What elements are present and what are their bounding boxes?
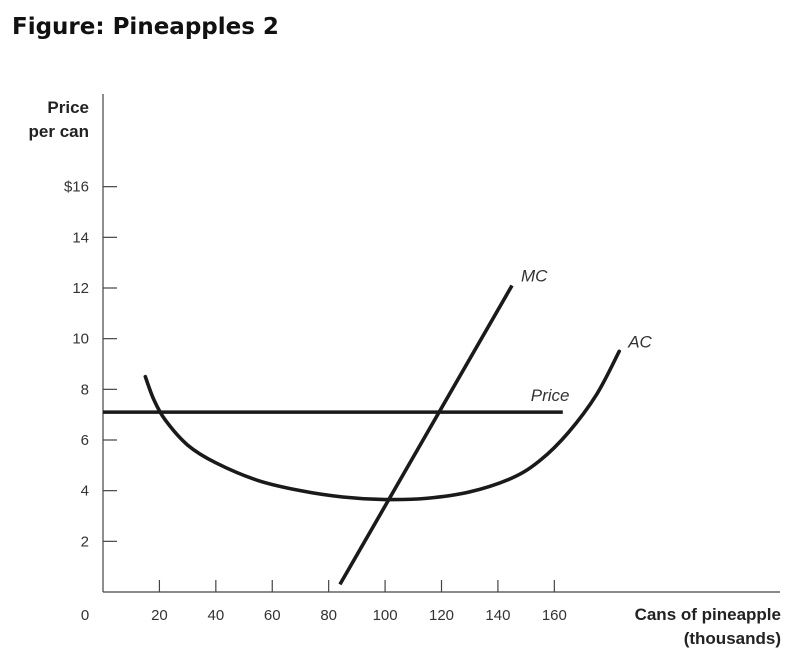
x-axis-title-line: Cans of pineapple xyxy=(635,605,781,624)
y-tick-label: 4 xyxy=(81,483,89,500)
x-tick-label: 120 xyxy=(429,607,454,624)
origin-label: 0 xyxy=(81,607,89,624)
y-axis-title-line: per can xyxy=(29,122,89,141)
x-tick-label: 40 xyxy=(207,607,224,624)
x-tick-label: 100 xyxy=(373,607,398,624)
y-tick-label: 14 xyxy=(72,229,89,246)
x-tick-label: 140 xyxy=(485,607,510,624)
y-tick-label: 10 xyxy=(72,331,89,348)
mc-line xyxy=(338,284,514,586)
figure-title: Figure: Pineapples 2 xyxy=(12,14,279,40)
mc-label: MC xyxy=(521,266,548,285)
ac-curve xyxy=(143,349,622,502)
x-axis-title: Cans of pineapple (thousands) xyxy=(635,605,781,648)
x-tick-label: 160 xyxy=(542,607,567,624)
y-tick-label: 6 xyxy=(81,432,89,449)
x-tick-label: 60 xyxy=(264,607,281,624)
x-tick-label: 20 xyxy=(151,607,168,624)
x-axis-title-line: (thousands) xyxy=(684,629,781,648)
y-axis-title: Price per can xyxy=(29,98,89,141)
y-tick-label: 8 xyxy=(81,381,89,398)
price-label: Price xyxy=(531,386,570,405)
y-tick-label: 2 xyxy=(81,533,89,550)
x-tick-label: 80 xyxy=(320,607,337,624)
series: Price MC AC xyxy=(103,266,653,586)
axes: 2 4 6 8 10 12 14 $16 20 40 60 80 100 120 140 160 0 xyxy=(64,94,780,624)
y-axis-title-line: Price xyxy=(47,98,89,117)
ac-label: AC xyxy=(627,332,652,351)
y-tick-label: 12 xyxy=(72,280,89,297)
y-tick-label: $16 xyxy=(64,179,89,196)
